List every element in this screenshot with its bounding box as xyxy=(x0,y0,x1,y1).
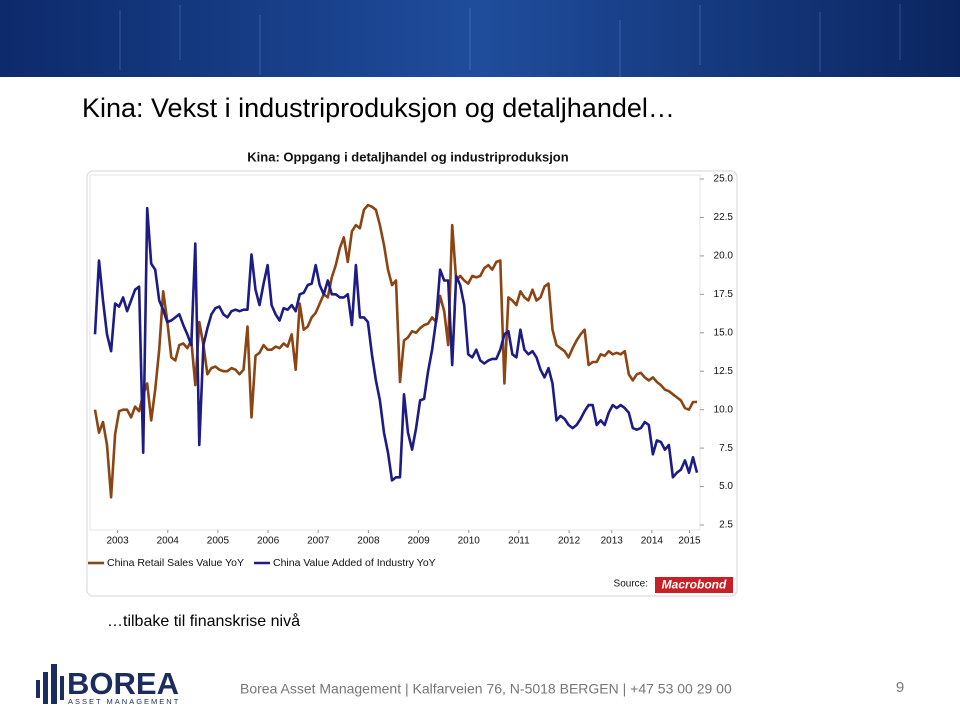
series-line xyxy=(93,206,699,482)
source-label: Source: xyxy=(614,579,648,590)
legend-label: China Value Added of Industry YoY xyxy=(273,557,436,569)
y-tick-label: 20.0 xyxy=(714,251,734,262)
y-tick-label: 12.5 xyxy=(714,366,734,377)
x-tick-label: 2003 xyxy=(106,536,129,547)
x-tick-label: 2008 xyxy=(357,536,380,547)
logo-tagline: ASSET MANAGEMENT xyxy=(68,697,180,706)
banner-texture xyxy=(119,4,901,77)
page-number: 9 xyxy=(896,679,904,696)
y-tick-label: 25.0 xyxy=(714,174,734,185)
y-tick-label: 17.5 xyxy=(714,289,734,300)
footer: Borea Asset Management | Kalfarveien 76,… xyxy=(240,681,732,697)
chart-title: Kina: Oppgang i detaljhandel og industri… xyxy=(247,149,568,164)
series-line xyxy=(93,203,697,499)
y-tick-label: 5.0 xyxy=(719,481,733,492)
x-tick-label: 2006 xyxy=(257,536,280,547)
banner xyxy=(0,0,960,77)
y-tick-label: 15.0 xyxy=(714,327,734,338)
x-tick-label: 2014 xyxy=(641,536,664,547)
legend-label: China Retail Sales Value YoY xyxy=(107,557,244,569)
slide-title: Kina: Vekst i industriproduksjon og deta… xyxy=(82,93,675,123)
x-tick-label: 2013 xyxy=(601,536,624,547)
x-tick-label: 2005 xyxy=(207,536,230,547)
source-name: Macrobond xyxy=(662,578,727,592)
logo-name: BOREA xyxy=(67,666,179,701)
y-tick-label: 2.5 xyxy=(719,520,733,531)
x-tick-label: 2009 xyxy=(407,536,430,547)
y-tick-label: 10.0 xyxy=(714,404,734,415)
x-tick-label: 2010 xyxy=(458,536,481,547)
source-logo xyxy=(655,577,733,593)
x-tick-label: 2004 xyxy=(157,536,180,547)
x-tick-label: 2007 xyxy=(307,536,330,547)
y-tick-label: 7.5 xyxy=(719,443,733,454)
caption: …tilbake til finanskrise nivå xyxy=(107,612,300,630)
x-tick-label: 2012 xyxy=(558,536,581,547)
x-tick-label: 2015 xyxy=(678,536,701,547)
x-tick-label: 2011 xyxy=(508,536,530,547)
y-tick-label: 22.5 xyxy=(714,212,734,223)
logo-icon xyxy=(36,664,64,704)
